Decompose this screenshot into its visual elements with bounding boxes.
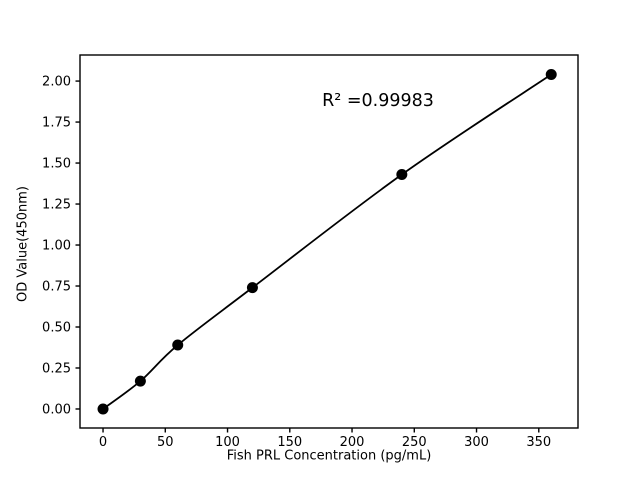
data-point-marker xyxy=(97,403,109,415)
data-point-marker xyxy=(172,339,184,351)
x-tick-label: 300 xyxy=(464,435,489,450)
data-point-marker xyxy=(134,375,146,387)
x-tick-label: 250 xyxy=(402,435,427,450)
data-point-marker xyxy=(246,282,258,294)
x-tick-label: 150 xyxy=(277,435,302,450)
x-tick-label: 50 xyxy=(157,435,174,450)
data-point-marker xyxy=(545,69,557,81)
plot-border xyxy=(79,54,579,429)
x-tick-label: 100 xyxy=(215,435,240,450)
x-tick-label: 350 xyxy=(526,435,551,450)
y-tick-label: 2.00 xyxy=(42,75,71,90)
y-tick-label: 1.00 xyxy=(42,239,71,254)
y-tick-label: 1.25 xyxy=(42,198,71,213)
y-tick-label: 0.25 xyxy=(42,361,71,376)
x-tick-label: 0 xyxy=(99,435,107,450)
y-tick-label: 0.75 xyxy=(42,280,71,295)
data-point-marker xyxy=(396,169,408,181)
fit-curve xyxy=(102,73,553,410)
y-axis-label: OD Value(450nm) xyxy=(15,186,31,302)
y-tick-label: 1.75 xyxy=(42,116,71,131)
x-axis-label: Fish PRL Concentration (pg/mL) xyxy=(226,448,432,464)
y-tick-label: 0.00 xyxy=(42,402,71,417)
r-squared-annotation: R² =0.99983 xyxy=(322,91,434,111)
y-tick-label: 1.50 xyxy=(42,157,71,172)
y-tick-label: 0.50 xyxy=(42,321,71,336)
x-tick-label: 200 xyxy=(340,435,365,450)
